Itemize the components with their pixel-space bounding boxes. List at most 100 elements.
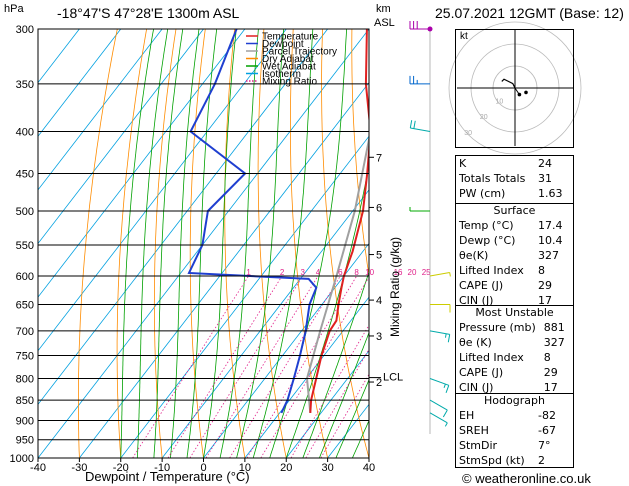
hodograph-trace xyxy=(501,78,516,89)
pressure-tick-label: 850 xyxy=(16,395,34,407)
mixing-ratio-line xyxy=(189,275,304,458)
isotherm-line xyxy=(120,135,369,458)
isotherm-line xyxy=(38,29,80,84)
km-tick-label: 5 xyxy=(376,250,382,262)
legend-label: Temperature xyxy=(262,32,319,43)
x-tick-label: 20 xyxy=(280,462,292,474)
general-index-value: 1.63 xyxy=(538,187,563,200)
surface-title: Surface xyxy=(493,204,536,217)
mixing-ratio-label: 16 xyxy=(394,268,403,277)
wind-barb xyxy=(429,378,450,394)
surface-index-label: CIN (J) xyxy=(459,294,494,307)
general-index-row: Totals Totals 31 xyxy=(455,171,574,186)
pressure-tick-label: 700 xyxy=(16,326,34,338)
pressure-tick-label: 550 xyxy=(16,240,34,252)
surface-index-value: 17 xyxy=(538,294,552,307)
dry-adiabat-line xyxy=(224,29,246,458)
unstable-index-value: 327 xyxy=(543,336,565,349)
pressure-tick-label: 500 xyxy=(16,206,34,218)
legend-label: Parcel Trajectory xyxy=(262,47,337,58)
surface-index-value: 327 xyxy=(538,249,559,262)
general-index-row: PW (cm) 1.63 xyxy=(455,186,574,201)
km-tick-label: 7 xyxy=(376,152,382,164)
hodo-index-row: SREH -67 xyxy=(455,423,574,438)
hodo-index-row: EH -82 xyxy=(455,408,574,423)
hodo-index-label: StmSpd (kt) xyxy=(459,454,525,467)
unstable-index-row: Lifted Index 8 xyxy=(455,350,574,365)
general-index-value: 31 xyxy=(538,172,552,185)
hodograph-indices-table: Hodograph EH -82 SREH -67 StmDir 7° StmSpd (kt… xyxy=(455,393,574,468)
hodograph-wind-point xyxy=(524,90,528,95)
pressure-tick-label: 450 xyxy=(16,168,34,180)
surface-index-label: θe(K) xyxy=(459,249,489,262)
mixing-ratio-label: 1 xyxy=(246,268,251,277)
unstable-index-row: CAPE (J) 29 xyxy=(455,365,574,380)
x-tick-label: -40 xyxy=(30,462,46,474)
pressure-tick-label: 600 xyxy=(16,271,34,283)
unstable-index-value: 881 xyxy=(543,321,565,334)
most-unstable-table: Most Unstable Pressure (mb) 881 θe (K) 327 L… xyxy=(455,305,574,395)
pressure-tick-label: 800 xyxy=(16,373,34,385)
dry-adiabat-line xyxy=(116,29,147,458)
isotherm-line xyxy=(38,29,246,298)
legend-label: Dewpoint xyxy=(262,39,304,50)
unstable-index-value: 8 xyxy=(543,351,551,364)
mixing-ratio-label: 25 xyxy=(422,268,431,277)
most-unstable-title: Most Unstable xyxy=(475,306,554,319)
surface-index-row: CAPE (J) 29 xyxy=(455,278,574,293)
unstable-index-row: Pressure (mb) 881 xyxy=(455,320,574,335)
km-tick-label: 6 xyxy=(376,202,382,214)
isotherm-line xyxy=(244,296,369,458)
km-tick-label: 4 xyxy=(376,295,382,307)
hodo-index-row: StmDir 7° xyxy=(455,438,574,453)
mixing-ratio-line xyxy=(246,275,358,458)
unstable-index-label: CIN (J) xyxy=(459,381,494,394)
surface-index-label: Temp (°C) xyxy=(459,219,514,232)
mixing-ratio-line xyxy=(229,275,341,458)
x-tick-label: -20 xyxy=(113,462,129,474)
isotherm-line xyxy=(285,350,369,458)
wind-barb xyxy=(409,75,430,85)
surface-index-row: CIN (J) 17 xyxy=(455,293,574,308)
hodograph-ring-label: 10 xyxy=(495,99,503,106)
surface-index-label: CAPE (J) xyxy=(459,279,504,292)
wet-adiabat-line xyxy=(319,331,369,458)
surface-index-value: 10.4 xyxy=(538,234,563,247)
pressure-tick-label: 350 xyxy=(16,79,34,91)
hodo-index-value: -82 xyxy=(538,409,556,422)
general-indices-table: K 24 Totals Totals 31 PW (cm) 1.63 xyxy=(455,156,574,201)
dry-adiabat-line xyxy=(257,29,287,458)
mixing-ratio-line xyxy=(167,275,283,458)
wet-adiabat-line xyxy=(120,29,154,458)
wet-adiabat-line xyxy=(335,378,369,458)
hodo-index-value: -67 xyxy=(538,424,556,437)
location-title: -18°47'S 47°28'E 1300m ASL xyxy=(57,5,240,21)
pressure-tick-label: 950 xyxy=(16,435,34,447)
general-index-label: PW (cm) xyxy=(459,187,506,200)
unstable-index-row: CIN (J) 17 xyxy=(455,380,574,395)
hodograph-indices-box xyxy=(455,393,574,468)
pressure-tick-label: 900 xyxy=(16,415,34,427)
wind-barb xyxy=(430,304,451,313)
asl-label: ASL xyxy=(374,17,395,29)
legend-label: Isotherm xyxy=(262,69,301,80)
mixing-ratio-label: 2 xyxy=(280,268,285,277)
unstable-index-label: CAPE (J) xyxy=(459,366,504,379)
hodograph: 10 20 30 xyxy=(448,21,582,155)
unstable-index-label: θe (K) xyxy=(459,336,492,349)
hodo-index-value: 7° xyxy=(538,439,551,452)
isotherm-line xyxy=(38,29,163,191)
dry-adiabat-line xyxy=(616,29,629,458)
general-index-label: K xyxy=(459,157,467,170)
dry-adiabat-line xyxy=(587,29,629,458)
pressure-tick-label: 400 xyxy=(16,127,34,139)
hodograph-title: Hodograph xyxy=(484,394,545,407)
mixing-ratio-axis-title: Mixing Ratio (g/kg) xyxy=(388,236,402,338)
isotherm-line xyxy=(38,29,328,406)
copyright-text: © weatheronline.co.uk xyxy=(462,471,591,486)
surface-table: Surface Temp (°C) 17.4 Dewp (°C) 10.4 θe(K) 3… xyxy=(455,203,574,308)
unstable-index-row: θe (K) 327 xyxy=(455,335,574,350)
hodo-index-label: EH xyxy=(459,409,475,422)
pressure-tick-label: 300 xyxy=(16,24,34,36)
surface-index-row: θe(K) 327 xyxy=(455,248,574,263)
